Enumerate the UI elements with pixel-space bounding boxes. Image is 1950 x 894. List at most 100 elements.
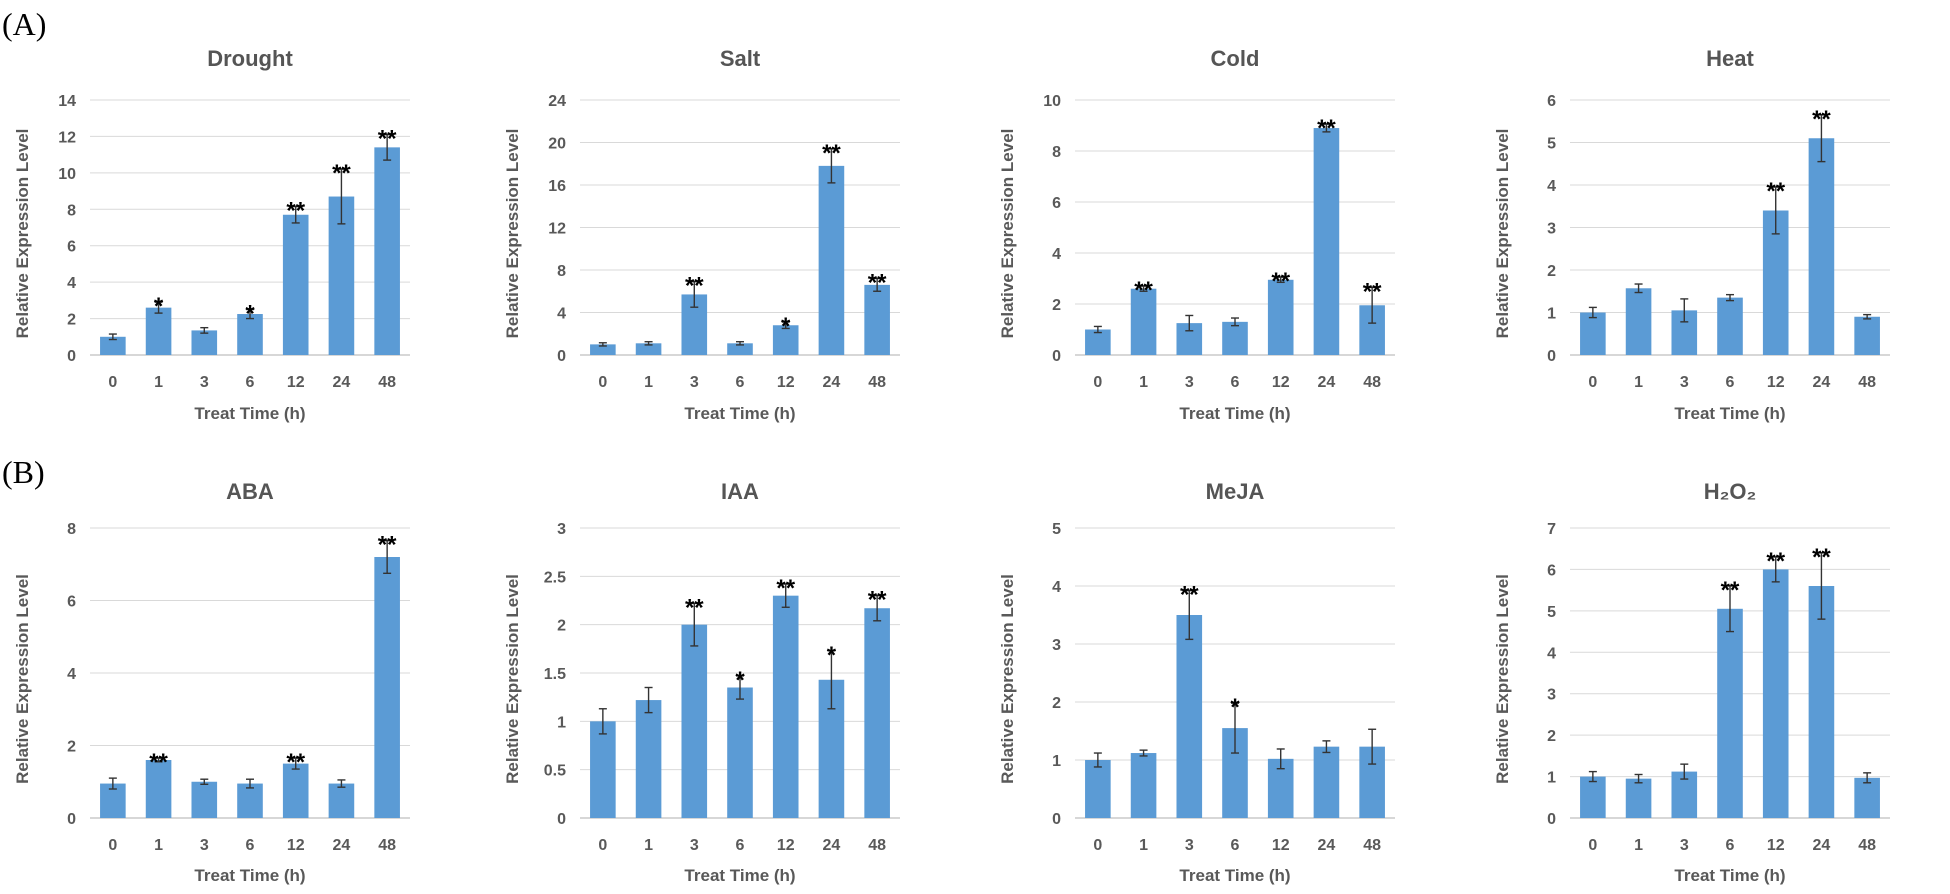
x-tick-label: 48 bbox=[378, 837, 396, 854]
x-tick-label: 48 bbox=[868, 837, 886, 854]
significance-marker: ** bbox=[776, 575, 795, 602]
y-tick-label: 6 bbox=[67, 594, 76, 611]
bar bbox=[1854, 316, 1880, 355]
y-tick-label: 3 bbox=[1547, 687, 1556, 704]
bar bbox=[864, 284, 890, 355]
x-tick-label: 1 bbox=[1634, 374, 1643, 391]
x-tick-label: 6 bbox=[1231, 374, 1240, 391]
y-tick-label: 8 bbox=[1052, 144, 1061, 161]
x-tick-label: 48 bbox=[1363, 837, 1381, 854]
y-tick-label: 6 bbox=[67, 239, 76, 256]
y-tick-label: 6 bbox=[1052, 195, 1061, 212]
bar bbox=[1176, 615, 1203, 818]
y-tick-label: 12 bbox=[548, 221, 566, 238]
x-tick-label: 12 bbox=[777, 837, 795, 854]
x-tick-label: 0 bbox=[108, 374, 117, 391]
bar bbox=[1717, 297, 1743, 355]
x-tick-label: 24 bbox=[333, 837, 351, 854]
bar bbox=[1808, 586, 1835, 818]
x-tick-label: 1 bbox=[644, 374, 653, 391]
bar bbox=[1762, 569, 1789, 818]
y-axis-label: Relative Expression Level bbox=[503, 129, 522, 339]
x-tick-label: 3 bbox=[1680, 837, 1689, 854]
panel-label-a: (A) bbox=[2, 6, 46, 42]
x-tick-label: 3 bbox=[200, 837, 209, 854]
x-axis-label: Treat Time (h) bbox=[194, 866, 305, 885]
x-tick-label: 3 bbox=[1680, 374, 1689, 391]
significance-marker: ** bbox=[822, 140, 841, 167]
x-tick-label: 0 bbox=[1588, 374, 1597, 391]
chart-title: Drought bbox=[207, 46, 293, 71]
bar bbox=[282, 214, 309, 355]
bar bbox=[727, 343, 753, 355]
bar bbox=[191, 781, 218, 818]
y-tick-label: 0 bbox=[1052, 348, 1061, 365]
significance-marker: ** bbox=[378, 532, 397, 559]
chart-title: ABA bbox=[226, 479, 274, 504]
x-axis-label: Treat Time (h) bbox=[194, 404, 305, 423]
x-tick-label: 24 bbox=[333, 374, 351, 391]
y-tick-label: 2 bbox=[67, 312, 76, 329]
y-axis-label: Relative Expression Level bbox=[13, 129, 32, 339]
significance-marker: ** bbox=[1317, 115, 1336, 142]
y-tick-label: 3 bbox=[1547, 221, 1556, 238]
x-tick-label: 0 bbox=[1588, 837, 1597, 854]
bar bbox=[1808, 138, 1835, 355]
x-tick-label: 6 bbox=[736, 374, 745, 391]
chart-title: Salt bbox=[720, 46, 761, 71]
y-tick-label: 24 bbox=[548, 93, 566, 110]
y-tick-label: 4 bbox=[1052, 579, 1061, 596]
significance-marker: ** bbox=[378, 126, 397, 153]
x-tick-label: 48 bbox=[1363, 374, 1381, 391]
y-tick-label: 1.5 bbox=[544, 666, 566, 683]
bar bbox=[100, 336, 126, 355]
bar bbox=[1762, 210, 1789, 355]
bar bbox=[1085, 760, 1111, 818]
significance-marker: ** bbox=[149, 749, 168, 776]
bar bbox=[635, 700, 662, 818]
bar bbox=[374, 557, 400, 818]
x-tick-label: 12 bbox=[1767, 374, 1785, 391]
chart-title: Cold bbox=[1211, 46, 1260, 71]
bar bbox=[1222, 321, 1248, 355]
y-tick-label: 6 bbox=[1547, 562, 1556, 579]
y-tick-label: 1 bbox=[557, 714, 566, 731]
x-axis-label: Treat Time (h) bbox=[684, 866, 795, 885]
y-axis-label: Relative Expression Level bbox=[13, 574, 32, 784]
x-tick-label: 1 bbox=[1634, 837, 1643, 854]
x-tick-label: 3 bbox=[1185, 374, 1194, 391]
bar bbox=[1267, 279, 1294, 355]
bar bbox=[772, 325, 799, 355]
x-axis-label: Treat Time (h) bbox=[1179, 866, 1290, 885]
bar bbox=[145, 307, 172, 355]
y-tick-label: 12 bbox=[58, 129, 76, 146]
y-tick-label: 2.5 bbox=[544, 569, 566, 586]
x-tick-label: 24 bbox=[823, 374, 841, 391]
y-tick-label: 4 bbox=[1547, 178, 1556, 195]
x-tick-label: 6 bbox=[1726, 374, 1735, 391]
x-tick-label: 3 bbox=[690, 837, 699, 854]
significance-marker: ** bbox=[1271, 268, 1290, 295]
bar bbox=[1085, 329, 1111, 355]
x-tick-label: 12 bbox=[287, 837, 305, 854]
x-axis-label: Treat Time (h) bbox=[1674, 404, 1785, 423]
y-tick-label: 3 bbox=[557, 521, 566, 538]
bar bbox=[864, 608, 890, 818]
significance-marker: ** bbox=[1812, 106, 1831, 133]
significance-marker: ** bbox=[685, 594, 704, 621]
bar bbox=[1313, 746, 1340, 818]
y-tick-label: 16 bbox=[548, 178, 566, 195]
bar bbox=[1313, 128, 1340, 355]
x-tick-label: 1 bbox=[154, 837, 163, 854]
significance-marker: * bbox=[827, 642, 837, 669]
y-tick-label: 2 bbox=[1547, 728, 1556, 745]
y-tick-label: 14 bbox=[58, 93, 76, 110]
significance-marker: * bbox=[245, 300, 255, 327]
y-tick-label: 5 bbox=[1547, 604, 1556, 621]
x-tick-label: 12 bbox=[1272, 837, 1290, 854]
